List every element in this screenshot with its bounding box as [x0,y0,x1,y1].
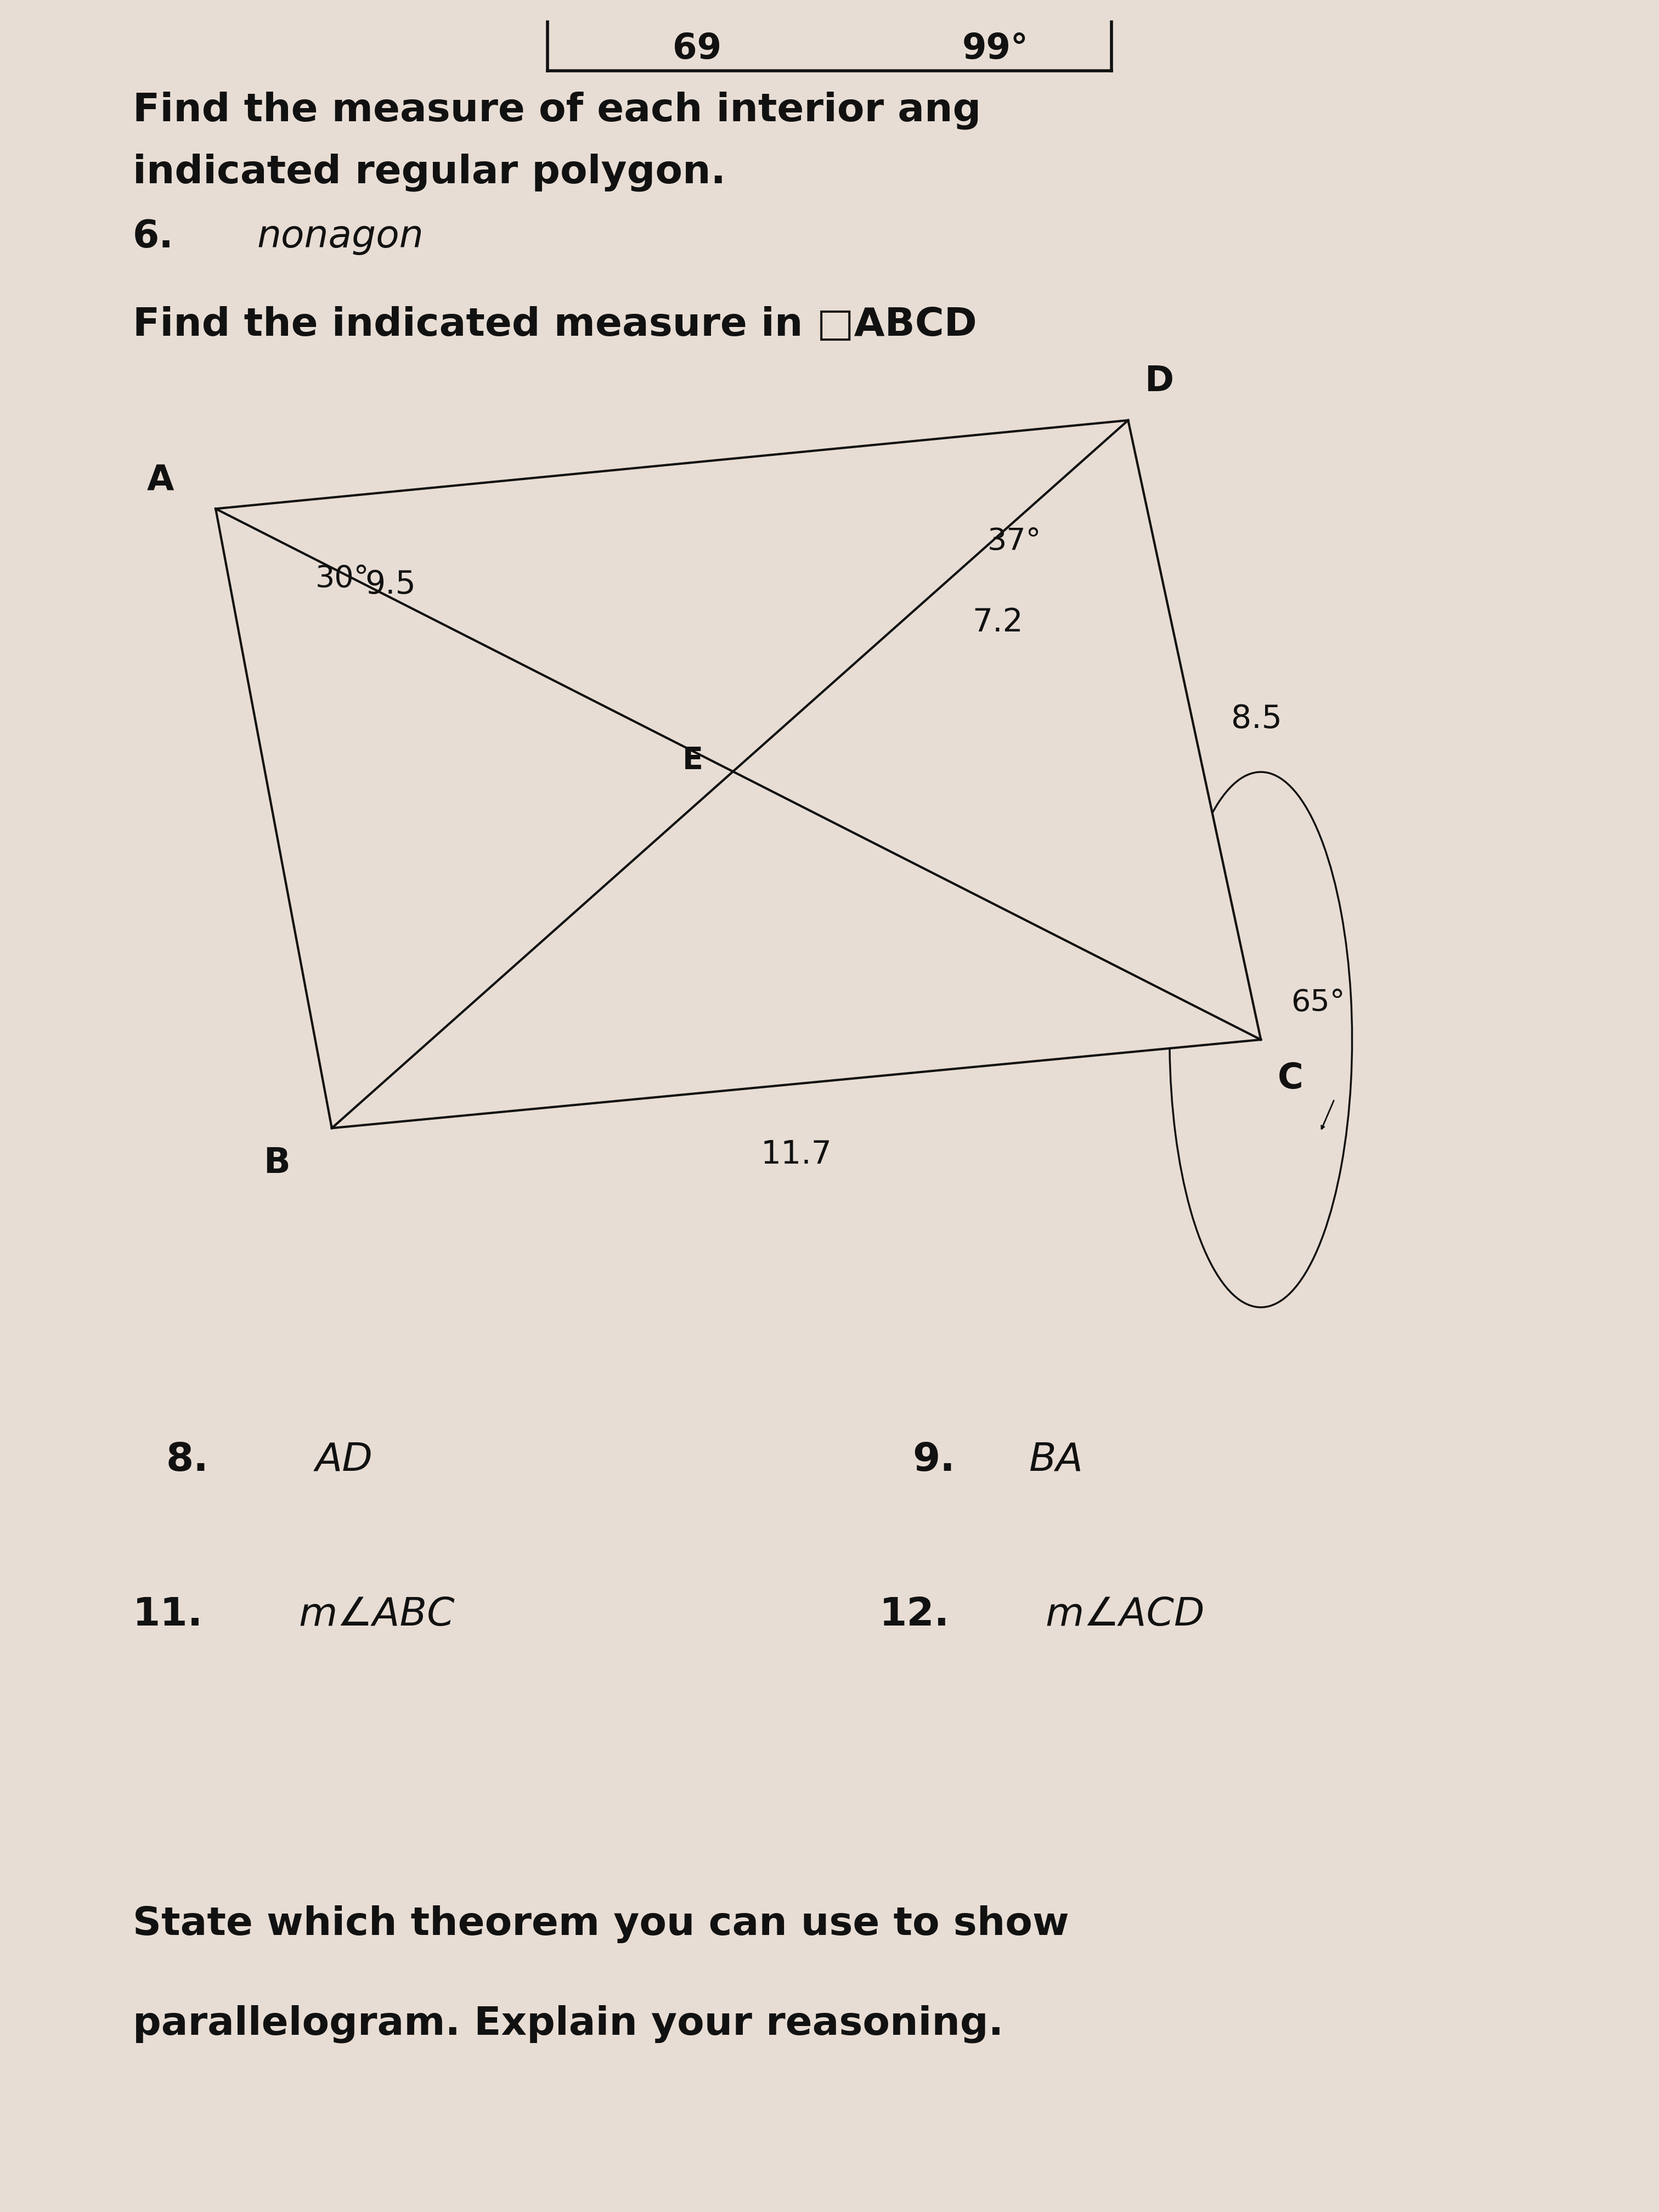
Text: Find the indicated measure in □ABCD: Find the indicated measure in □ABCD [133,305,977,345]
Text: indicated regular polygon.: indicated regular polygon. [133,153,725,192]
Text: A: A [148,465,174,498]
Text: C: C [1277,1062,1304,1095]
Text: 11.7: 11.7 [761,1139,831,1170]
Text: 6.: 6. [133,219,174,254]
Text: 9.: 9. [912,1440,956,1480]
Text: m∠ABC: m∠ABC [299,1595,455,1635]
Text: parallelogram. Explain your reasoning.: parallelogram. Explain your reasoning. [133,2004,1004,2044]
Text: 8.5: 8.5 [1231,703,1282,734]
Text: B: B [264,1146,290,1179]
Text: D: D [1145,365,1175,398]
Text: nonagon: nonagon [257,219,423,254]
Text: 69: 69 [672,31,722,66]
Text: 65°: 65° [1291,989,1345,1018]
Text: 8.: 8. [166,1440,209,1480]
Text: 30°: 30° [315,564,370,593]
Text: 9.5: 9.5 [365,568,416,599]
Text: AD: AD [315,1440,373,1480]
Text: E: E [682,745,703,774]
Text: Find the measure of each interior ang: Find the measure of each interior ang [133,91,980,131]
Text: 12.: 12. [879,1595,949,1635]
Text: 37°: 37° [987,526,1042,555]
Text: m∠ACD: m∠ACD [1045,1595,1204,1635]
Text: 11.: 11. [133,1595,202,1635]
Text: State which theorem you can use to show: State which theorem you can use to show [133,1905,1068,1944]
Text: BA: BA [1029,1440,1083,1480]
Text: 7.2: 7.2 [972,606,1024,639]
Text: 99°: 99° [962,31,1029,66]
